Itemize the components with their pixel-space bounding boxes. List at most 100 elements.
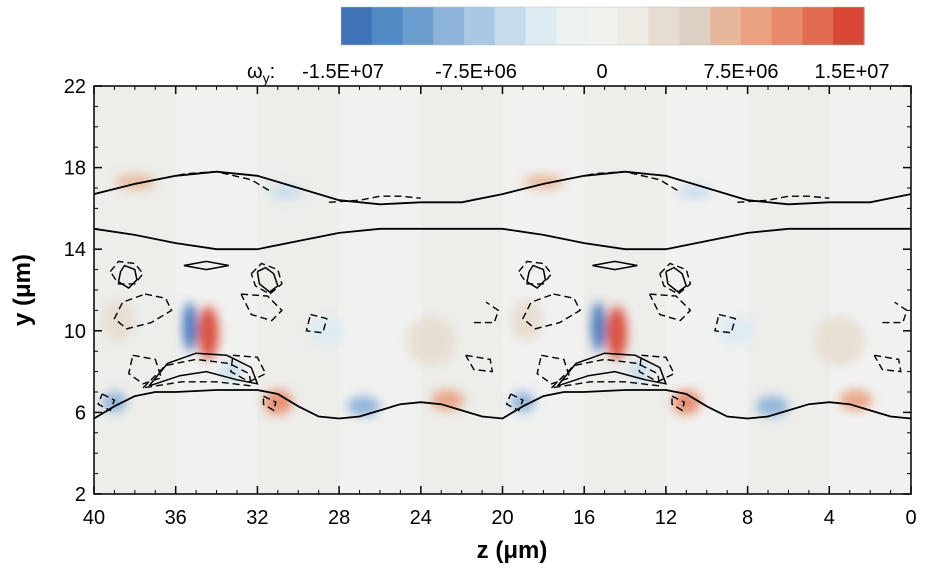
colorbar-tick-label: 1.5E+07 (814, 61, 889, 83)
dashed-contour (873, 354, 902, 373)
colorbar-swatch (464, 7, 496, 45)
vorticity-blob (606, 306, 628, 360)
vorticity-blob (406, 316, 456, 366)
colorbar-variable-label: ωy: (247, 61, 275, 86)
dashed-contour (465, 354, 494, 373)
colorbar-swatch (833, 7, 865, 45)
y-tick-label: 14 (64, 239, 86, 261)
interface-line (94, 227, 911, 251)
dashed-contour (109, 260, 144, 285)
colorbar-tick-label: 0 (596, 61, 607, 83)
y-axis: 2 6 10 14 18 22 (64, 76, 911, 506)
colorbar-variable-suffix: : (270, 61, 276, 83)
dashed-contour (648, 293, 692, 322)
vorticity-blob (114, 174, 156, 190)
vorticity-blob (716, 316, 754, 346)
colorbar-swatch (433, 7, 465, 45)
solid-contour (557, 352, 668, 387)
dashed-contour (328, 195, 421, 203)
vorticity-blob (815, 316, 865, 366)
dashed-contour (505, 393, 524, 412)
field-band (420, 86, 503, 494)
dashed-contour (882, 301, 908, 324)
dashed-contour (659, 262, 692, 295)
field-band (502, 86, 585, 494)
vorticity-blob (182, 302, 198, 352)
dashed-contour (714, 313, 737, 334)
dashed-contour (551, 358, 661, 389)
y-tick-label: 10 (64, 321, 86, 343)
interface-line (94, 170, 911, 206)
interface-line (94, 389, 911, 420)
dashed-contour (737, 195, 830, 203)
field-band (94, 86, 176, 494)
vorticity-blob (269, 184, 303, 200)
colorbar-swatch (740, 7, 773, 45)
colorbar-tick-label: -1.5E+07 (302, 61, 384, 83)
dashed-contour (518, 260, 553, 285)
vorticity-blob (591, 302, 606, 352)
y-axis-title: y (μm) (9, 254, 36, 326)
y-tick-label: 2 (75, 484, 86, 506)
solid-contour (117, 264, 138, 289)
colorbar (340, 6, 865, 46)
vorticity-field-background (94, 86, 911, 494)
colorbar-swatch (802, 7, 834, 45)
colorbar-swatch (525, 7, 557, 45)
colorbar-swatch (648, 7, 681, 45)
solid-contour (665, 266, 688, 293)
field-band (747, 86, 830, 494)
x-tick-label: 40 (83, 507, 105, 529)
x-axis-title: z (μm) (477, 537, 548, 564)
x-tick-label: 32 (246, 507, 268, 529)
colorbar-labels: ωy: -1.5E+07 -7.5E+06 0 7.5E+06 1.5E+07 (247, 61, 890, 86)
solid-contour (256, 266, 279, 293)
interface-lines (94, 170, 911, 420)
dashed-contour (127, 354, 163, 385)
field-band (257, 86, 340, 494)
dashed-contour (262, 395, 277, 412)
y-tick-label: 6 (75, 402, 86, 424)
dashed-contour (97, 393, 116, 412)
field-band (175, 86, 258, 494)
vorticity-blob (510, 300, 544, 341)
colorbar-swatch (371, 7, 404, 45)
y-tick-label: 18 (64, 158, 86, 180)
x-tick-label: 8 (742, 507, 753, 529)
colorbar-swatch (587, 7, 619, 45)
field-band (665, 86, 748, 494)
dashed-contour (522, 293, 582, 330)
x-tick-label: 28 (328, 507, 350, 529)
vorticity-blob (678, 184, 711, 200)
x-tick-label: 4 (824, 507, 835, 529)
colorbar-swatch (679, 7, 711, 45)
vorticity-blob (308, 316, 346, 346)
vorticity-blob (839, 389, 873, 411)
field-band (339, 86, 421, 494)
dashed-contour (240, 293, 283, 322)
vorticity-blob (347, 396, 380, 417)
x-tick-label: 24 (410, 507, 432, 529)
colorbar-swatch (771, 7, 804, 45)
colorbar-tick-label: -7.5E+06 (435, 61, 517, 83)
colorbar-tick-label: 7.5E+06 (703, 61, 778, 83)
x-tick-label: 12 (655, 507, 677, 529)
field-band (584, 86, 666, 494)
vorticity-blob (431, 389, 464, 411)
x-tick-label: 16 (573, 507, 595, 529)
colorbar-swatch (341, 7, 373, 45)
vorticity-blob (755, 396, 789, 417)
colorbar-swatch (710, 7, 742, 45)
solid-contour (183, 260, 229, 271)
x-tick-label: 0 (905, 507, 916, 529)
x-tick-label: 20 (491, 507, 513, 529)
colorbar-variable-subscript: y (263, 70, 270, 86)
solid-contours (117, 260, 688, 387)
solid-contour (148, 352, 259, 387)
colorbar-swatch (556, 7, 588, 45)
colorbar-swatch (402, 7, 434, 45)
y-tick-label: 22 (64, 76, 86, 98)
dashed-contour (536, 354, 571, 385)
x-axis: 40 36 32 28 24 20 16 12 8 4 0 (83, 86, 917, 529)
dashed-contour (671, 395, 686, 412)
